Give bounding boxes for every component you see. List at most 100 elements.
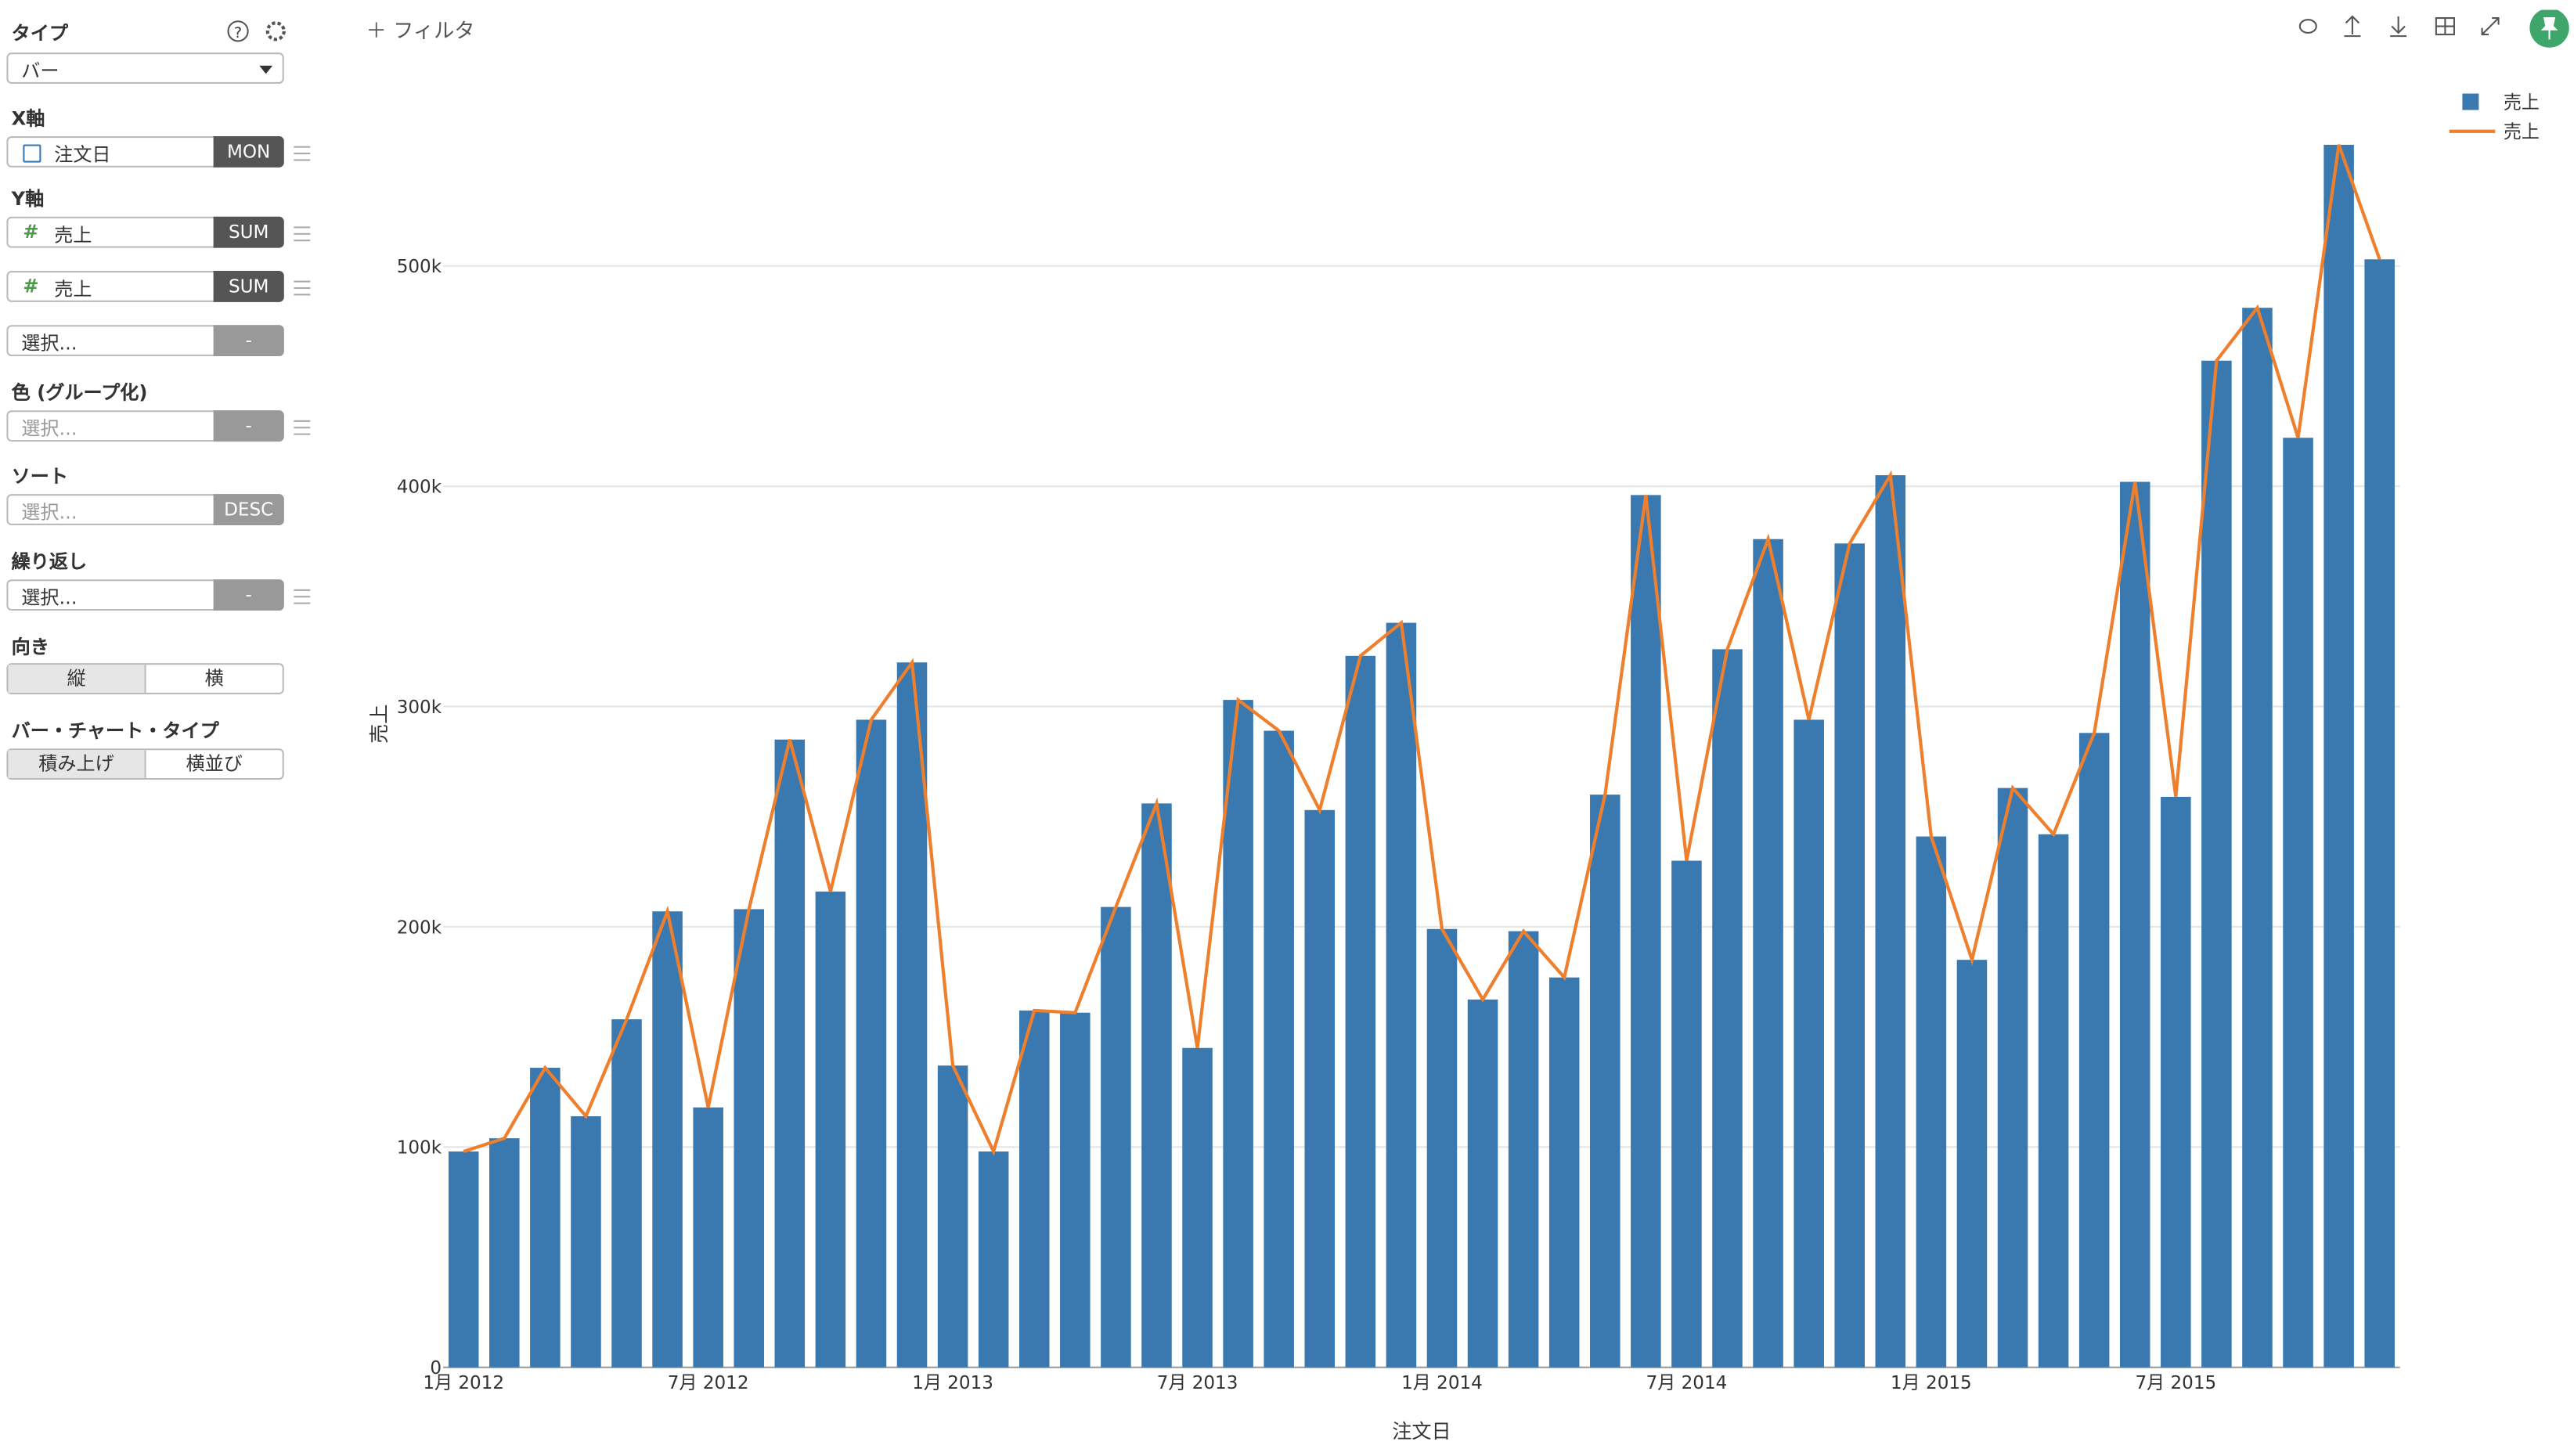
label: 向き — [11, 635, 49, 658]
bar — [978, 1151, 1009, 1368]
legend-swatch — [2462, 93, 2479, 110]
x-axis-title: 注文日 — [1392, 1420, 1451, 1443]
y-field[interactable]: # 売上 SUM — [6, 216, 284, 248]
bar — [937, 1065, 968, 1368]
bar — [1141, 803, 1172, 1368]
bar — [2201, 360, 2232, 1368]
bar — [530, 1068, 561, 1368]
placeholder: 選択... — [21, 416, 78, 440]
option[interactable]: 積み上げ — [8, 750, 145, 778]
bar — [1834, 543, 1865, 1368]
bar — [1794, 719, 1824, 1368]
bar — [652, 911, 683, 1368]
option[interactable]: 横 — [144, 665, 283, 693]
wrap-field[interactable]: 選択... - — [6, 579, 284, 611]
sort-field[interactable]: 選択... DESC — [6, 494, 284, 526]
y-tick-label: 300k — [397, 697, 442, 718]
handle[interactable] — [294, 589, 311, 604]
bar — [774, 739, 806, 1368]
bar — [1753, 539, 1783, 1368]
label: 色 (グループ化) — [11, 380, 148, 404]
legend-label: 売上 — [2504, 122, 2540, 142]
x-tick-label: 1月 2012 — [423, 1373, 504, 1393]
agg[interactable]: SUM — [213, 270, 284, 302]
bar — [1467, 999, 1498, 1368]
agg[interactable]: - — [213, 579, 284, 611]
bar — [1101, 906, 1131, 1368]
bar — [2242, 308, 2273, 1368]
y-tick-label: 200k — [397, 917, 442, 938]
bar — [896, 662, 928, 1368]
label: バー・チャート・タイプ — [11, 719, 219, 742]
x-tick-label: 1月 2015 — [1891, 1373, 1972, 1393]
option[interactable]: 縦 — [8, 665, 145, 693]
y-field[interactable]: # 売上 SUM — [6, 270, 284, 302]
bar — [1631, 495, 1661, 1368]
value: 注文日 — [54, 142, 111, 166]
label: 繰り返し — [11, 550, 88, 573]
filter-text: フィルタ — [393, 18, 475, 43]
color-field[interactable]: 選択... - — [6, 410, 284, 442]
bar — [1345, 655, 1376, 1368]
value: 売上 — [54, 223, 92, 247]
bar — [1590, 795, 1620, 1368]
bar — [2283, 438, 2313, 1368]
svg-text:?: ? — [234, 24, 242, 41]
x-tick-label: 1月 2013 — [912, 1373, 993, 1393]
x-tick-label: 7月 2012 — [668, 1373, 749, 1393]
type-select[interactable]: バー — [6, 52, 284, 84]
bar — [2323, 144, 2354, 1368]
y-tick-label: 0 — [430, 1358, 442, 1379]
legend-label: 売上 — [2504, 92, 2540, 113]
agg[interactable]: - — [213, 410, 284, 442]
bar — [2078, 733, 2110, 1368]
bar — [2364, 259, 2395, 1368]
value: 売上 — [54, 277, 92, 301]
bar — [1997, 787, 2028, 1368]
icons[interactable]: ? — [226, 20, 292, 46]
handle[interactable] — [294, 226, 311, 242]
bar — [1916, 836, 1947, 1368]
x-tick-label: 1月 2014 — [1401, 1373, 1483, 1393]
option[interactable]: 横並び — [144, 750, 283, 778]
x-tick-label: 7月 2014 — [1646, 1373, 1728, 1393]
y-tick-label: 100k — [397, 1138, 442, 1159]
bar — [448, 1151, 479, 1368]
bar — [2038, 834, 2069, 1368]
label: Y軸 — [11, 187, 45, 211]
toolbar-icons[interactable] — [2295, 9, 2574, 53]
handle[interactable] — [294, 146, 311, 161]
handle[interactable] — [294, 420, 311, 435]
y-tick-label: 400k — [397, 478, 442, 498]
bar-type-toggle: 積み上げ 横並び — [6, 748, 284, 780]
orient-toggle: 縦横 — [6, 663, 284, 695]
bar — [815, 891, 846, 1368]
agg[interactable]: MON — [213, 136, 284, 168]
bar — [489, 1138, 520, 1368]
x-tick-label: 7月 2015 — [2135, 1373, 2216, 1393]
placeholder: 選択... — [21, 586, 78, 609]
handle[interactable] — [294, 280, 311, 296]
agg[interactable]: - — [213, 325, 284, 357]
y-tick-label: 500k — [397, 257, 442, 277]
label: ソート — [11, 464, 69, 488]
bar — [1956, 960, 1988, 1368]
bar — [1304, 809, 1336, 1368]
label: タイプ — [11, 21, 69, 45]
label: X軸 — [11, 106, 45, 130]
placeholder: 選択... — [21, 500, 78, 524]
bar — [1223, 700, 1253, 1368]
agg[interactable]: DESC — [213, 494, 284, 526]
bar — [2161, 796, 2191, 1368]
y-field[interactable]: 選択... - — [6, 325, 284, 357]
bar — [1182, 1047, 1213, 1368]
bar — [1548, 977, 1580, 1368]
y-axis-title: 売上 — [368, 705, 391, 744]
bar — [2119, 481, 2150, 1368]
x-field[interactable]: 注文日 MON — [6, 136, 284, 168]
filter-button[interactable]: ＋ フィルタ — [366, 18, 475, 43]
bar — [1426, 928, 1458, 1368]
agg[interactable]: SUM — [213, 216, 284, 248]
